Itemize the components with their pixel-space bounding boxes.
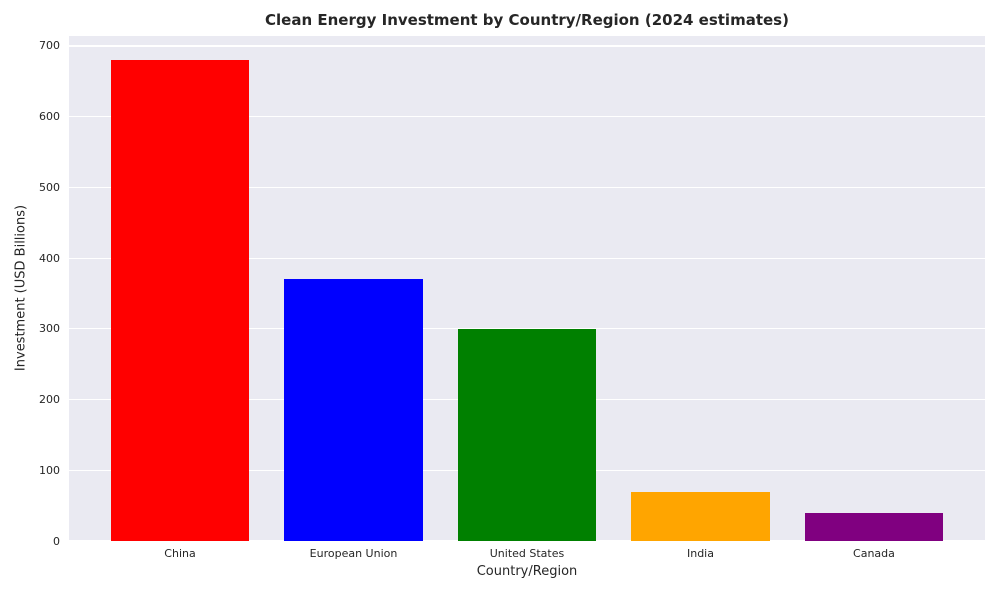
gridline-y-400 [69,257,985,259]
x-tick-label-china: China [164,547,196,560]
bar-canada [804,512,944,541]
x-tick-label-united-states: United States [489,547,565,560]
bar-china [110,60,250,541]
plot-area [69,36,985,542]
y-tick-label-0: 0 [53,534,60,548]
y-tick-label-600: 600 [39,110,60,124]
y-tick-label-500: 500 [39,180,60,194]
gridline-y-700 [69,45,985,47]
y-axis-label: Investment (USD Billions) [13,204,29,372]
bar-european-union [284,279,423,541]
bar-united-states [457,328,597,541]
gridline-y-0 [69,540,985,542]
x-tick-label-canada: Canada [853,547,895,560]
x-tick-label-european-union: European Union [309,547,398,560]
y-tick-label-400: 400 [39,251,60,265]
y-tick-label-200: 200 [39,393,60,407]
bar-india [631,491,770,541]
gridline-y-500 [69,186,985,188]
gridline-y-600 [69,116,985,118]
y-tick-label-700: 700 [39,39,60,53]
x-tick-label-india: India [686,547,714,560]
y-tick-label-100: 100 [39,463,60,477]
chart-title: Clean Energy Investment by Country/Regio… [265,11,789,29]
x-axis-label: Country/Region [476,564,578,579]
y-tick-label-300: 300 [39,322,60,336]
